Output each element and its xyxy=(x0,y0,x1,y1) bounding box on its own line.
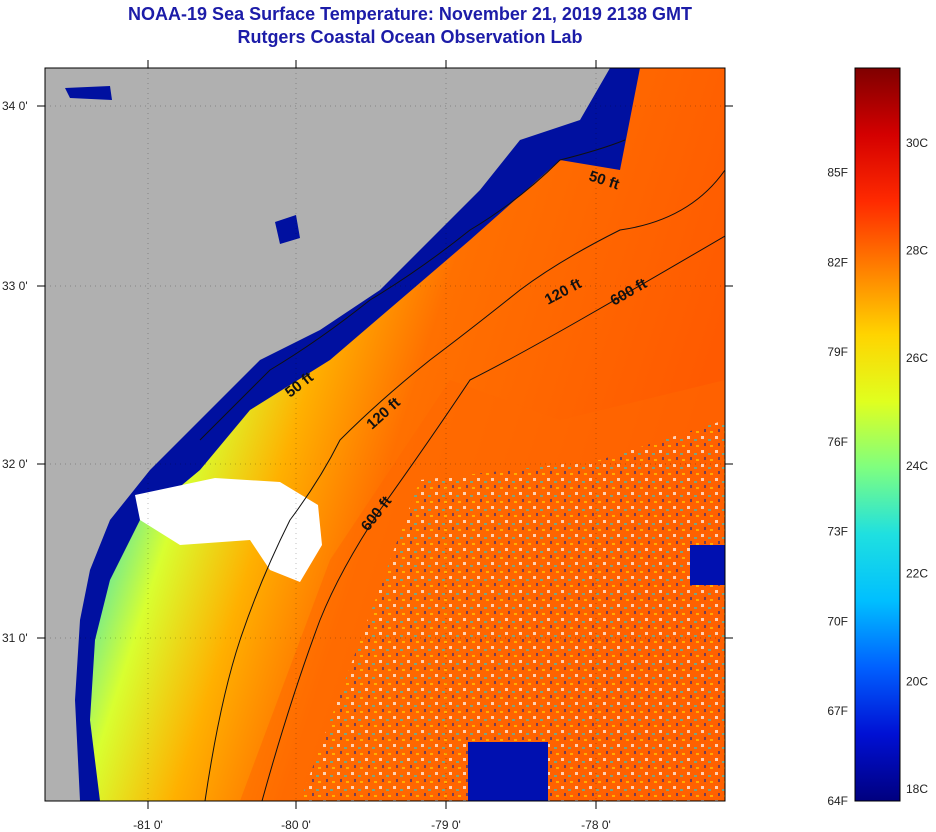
colorbar-f-label: 70F xyxy=(827,615,848,629)
map-title: NOAA-19 Sea Surface Temperature: Novembe… xyxy=(128,4,692,24)
lon-tick-label: -79 0' xyxy=(431,818,461,832)
colorbar-f-label: 79F xyxy=(827,345,848,359)
colorbar-c-label: 28C xyxy=(906,244,928,258)
contour-600ft xyxy=(261,235,725,801)
colorbar-c-label: 18C xyxy=(906,782,928,796)
colorbar-f-label: 67F xyxy=(827,704,848,718)
colorbar-f-label: 64F xyxy=(827,794,848,808)
map-subtitle: Rutgers Coastal Ocean Observation Lab xyxy=(237,27,583,47)
lon-tick-label: -81 0' xyxy=(133,818,163,832)
contour-50ft xyxy=(199,139,626,441)
colorbar-c-label: 22C xyxy=(906,567,928,581)
cloud-patch xyxy=(690,545,725,585)
lat-tick-label: 33 0' xyxy=(2,279,28,293)
lat-tick-label: 31 0' xyxy=(2,631,28,645)
colorbar-labels: 85F 82F 79F 76F 73F 70F 67F 64F 30C 28C 26C 24C 22C 2… xyxy=(827,136,928,808)
cloud-speckle-area xyxy=(300,420,725,801)
colorbar-c-label: 26C xyxy=(906,351,928,365)
cloud-patch xyxy=(468,742,548,801)
map-frame xyxy=(44,67,726,802)
lake xyxy=(275,215,300,244)
colorbar-c-label: 20C xyxy=(906,674,928,688)
colorbar-f-label: 85F xyxy=(827,166,848,180)
grid-ticks xyxy=(37,60,733,809)
colorbar-c-label: 24C xyxy=(906,459,928,473)
colorbar-c-label: 30C xyxy=(906,136,928,150)
land-area xyxy=(45,68,610,801)
lon-tick-label: -80 0' xyxy=(281,818,311,832)
colorbar-f-label: 76F xyxy=(827,435,848,449)
lon-tick-label: -78 0' xyxy=(581,818,611,832)
colorbar-f-label: 73F xyxy=(827,525,848,539)
grid-lines xyxy=(45,68,725,801)
lake xyxy=(65,86,112,100)
contour-120ft xyxy=(204,169,725,801)
lat-tick-label: 32 0' xyxy=(2,457,28,471)
colorbar xyxy=(854,67,901,802)
colorbar-f-label: 82F xyxy=(827,256,848,270)
cloud-area xyxy=(135,478,322,582)
lat-tick-label: 34 0' xyxy=(2,99,28,113)
